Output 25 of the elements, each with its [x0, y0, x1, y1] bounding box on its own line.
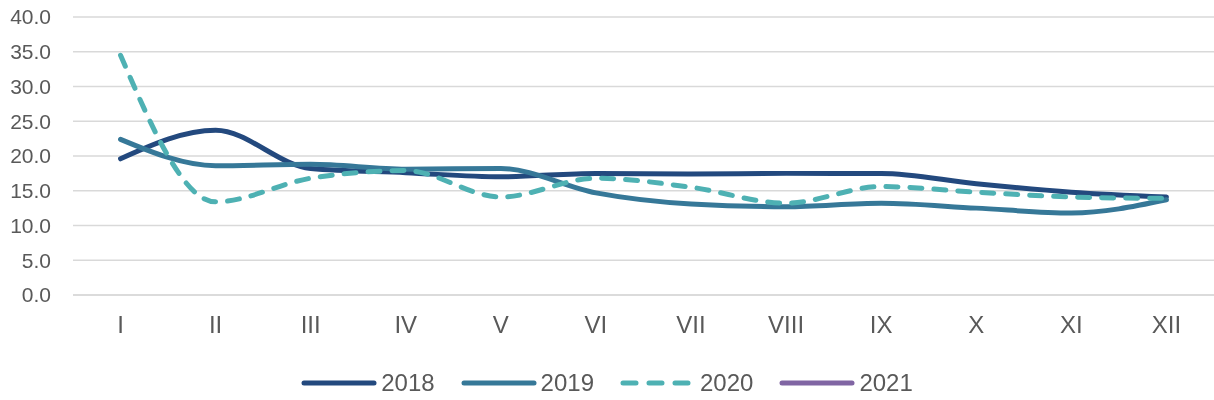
y-tick-label: 0.0 — [21, 283, 51, 307]
x-tick-label: IX — [869, 311, 893, 339]
legend-label: 2020 — [700, 369, 754, 397]
x-tick-label: II — [208, 311, 223, 339]
x-tick-label: XI — [1060, 311, 1083, 339]
legend-label: 2018 — [381, 369, 435, 397]
x-tick-label: VII — [676, 311, 706, 339]
y-tick-label: 5.0 — [21, 248, 51, 272]
x-tick-label: III — [300, 311, 321, 339]
y-tick-label: 15.0 — [10, 179, 51, 203]
x-tick-label: VI — [584, 311, 608, 339]
y-tick-label: 25.0 — [10, 109, 51, 133]
y-tick-label: 30.0 — [10, 74, 51, 98]
legend-label: 2019 — [540, 369, 594, 397]
y-tick-label: 35.0 — [10, 40, 51, 64]
x-tick-label: I — [117, 311, 124, 339]
x-tick-label: XII — [1151, 311, 1182, 339]
y-tick-label: 40.0 — [10, 5, 51, 29]
x-tick-label: X — [968, 311, 985, 339]
legend-label: 2021 — [859, 369, 913, 397]
x-tick-label: IV — [394, 311, 418, 339]
x-tick-label: VIII — [768, 311, 805, 339]
x-tick-label: V — [492, 311, 509, 339]
y-tick-label: 10.0 — [10, 213, 51, 237]
y-tick-label: 20.0 — [10, 144, 51, 168]
